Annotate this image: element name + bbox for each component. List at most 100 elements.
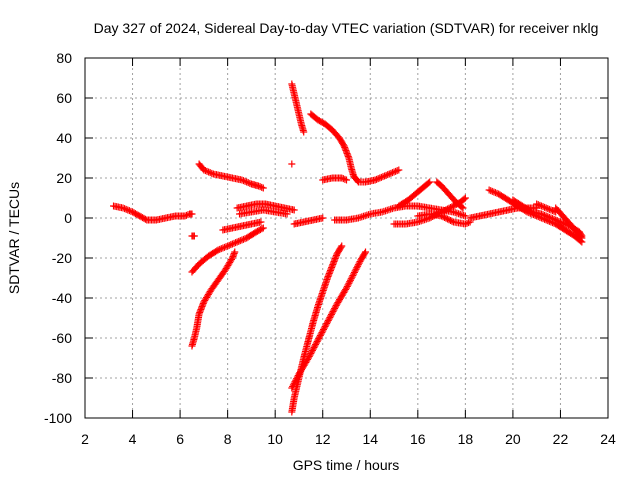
data-point — [324, 317, 332, 324]
x-tick-label: 14 — [362, 431, 378, 447]
data-point — [213, 247, 221, 255]
data-point — [534, 201, 542, 209]
data-point — [290, 379, 298, 387]
x-tick-label: 4 — [129, 431, 137, 447]
data-point — [374, 175, 382, 183]
data-point — [321, 323, 329, 330]
data-point — [337, 243, 345, 251]
data-point — [311, 342, 319, 350]
data-point — [485, 186, 493, 194]
data-point — [350, 270, 358, 278]
data-point — [323, 318, 331, 326]
data-point — [327, 311, 335, 318]
data-point — [343, 282, 351, 290]
data-point — [438, 212, 446, 220]
data-point — [382, 171, 390, 179]
data-point — [238, 176, 246, 184]
x-tick-label: 18 — [458, 431, 474, 447]
data-point — [493, 189, 501, 197]
data-point — [188, 210, 196, 218]
data-point — [314, 336, 322, 344]
y-tick-label: 40 — [56, 130, 72, 146]
data-point — [541, 203, 549, 211]
series-arc-a — [110, 202, 196, 224]
data-point — [241, 177, 249, 185]
data-point — [322, 321, 330, 329]
data-point — [349, 272, 357, 280]
x-tick-label: 16 — [410, 431, 426, 447]
data-point — [339, 175, 347, 183]
data-point — [325, 315, 333, 323]
x-axis-ticks: 2 4 6 8 10 12 14 16 18 20 22 24 — [81, 58, 616, 447]
data-point — [292, 376, 300, 384]
data-point — [371, 176, 379, 184]
data-point — [327, 312, 335, 320]
data-point — [246, 179, 254, 187]
data-point — [348, 273, 356, 281]
data-point — [227, 241, 235, 249]
series-arc-o — [288, 242, 346, 416]
data-point — [239, 177, 247, 185]
x-tick-label: 8 — [224, 431, 232, 447]
data-point — [441, 207, 449, 214]
data-point — [352, 265, 360, 273]
data-point — [308, 347, 316, 354]
data-point — [347, 275, 355, 283]
data-point — [444, 215, 452, 223]
data-point — [447, 217, 455, 224]
data-point — [361, 249, 369, 257]
data-point — [233, 238, 241, 246]
y-tick-label: 20 — [56, 170, 72, 186]
data-point — [439, 213, 447, 221]
data-point — [201, 167, 209, 175]
data-point — [259, 184, 267, 192]
data-point — [545, 205, 553, 213]
series-arc-g — [233, 200, 298, 214]
data-point — [293, 373, 301, 381]
data-point — [258, 183, 266, 191]
data-point — [306, 351, 314, 359]
data-point — [257, 218, 265, 226]
data-point — [235, 237, 243, 245]
series-arc-c — [195, 160, 267, 192]
series-arc-n — [371, 166, 403, 184]
data-point — [304, 355, 312, 363]
data-point — [392, 167, 400, 175]
data-point — [343, 284, 350, 292]
series-arc-s — [395, 178, 434, 210]
data-point — [217, 245, 225, 253]
data-point — [319, 327, 327, 335]
data-point — [320, 326, 328, 333]
data-point — [206, 169, 214, 177]
data-point — [243, 178, 251, 186]
y-tick-label: -100 — [44, 410, 72, 426]
data-point — [341, 175, 349, 183]
data-point — [283, 210, 291, 218]
series-arc-t — [433, 178, 467, 212]
data-point — [317, 330, 325, 338]
data-point — [216, 245, 224, 253]
data-point — [224, 242, 232, 250]
data-point — [547, 214, 555, 222]
data-point — [182, 211, 190, 219]
x-tick-label: 20 — [505, 431, 521, 447]
data-point — [376, 174, 384, 182]
data-point — [122, 205, 130, 213]
data-point — [426, 178, 434, 186]
data-point — [310, 344, 318, 351]
y-tick-label: 80 — [56, 50, 72, 66]
series-arc-p — [288, 248, 370, 392]
data-point — [354, 261, 362, 269]
data-point — [312, 341, 320, 348]
data-point — [542, 212, 550, 220]
data-point — [203, 167, 211, 175]
x-tick-label: 10 — [267, 431, 283, 447]
data-point — [230, 239, 238, 247]
data-point — [214, 246, 222, 254]
data-point — [342, 285, 350, 293]
data-point — [539, 211, 547, 219]
y-axis-ticks: -100 -80 -60 -40 -20 0 20 40 60 80 — [44, 50, 608, 426]
y-tick-label: -40 — [52, 290, 72, 306]
data-point — [544, 213, 552, 221]
data-point — [353, 264, 361, 272]
